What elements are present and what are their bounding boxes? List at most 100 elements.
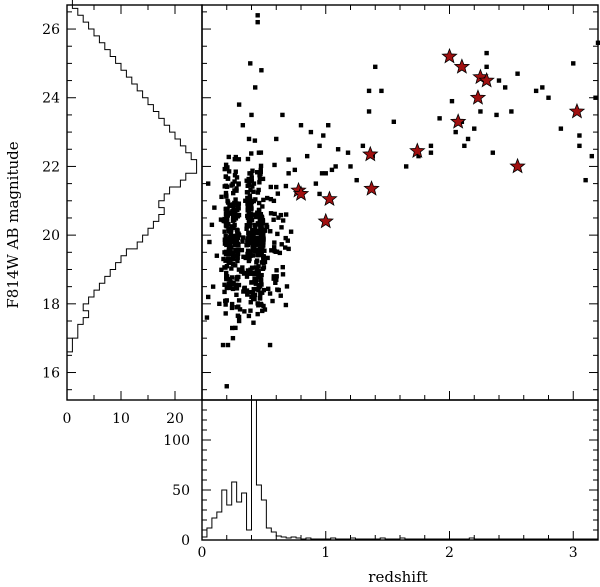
- galaxy-point: [271, 274, 276, 279]
- y-tick-label: 22: [42, 159, 60, 175]
- galaxy-point: [222, 229, 227, 234]
- galaxy-point: [229, 183, 234, 188]
- galaxy-point: [225, 217, 230, 222]
- galaxy-point: [223, 183, 229, 188]
- galaxy-point: [258, 277, 264, 283]
- galaxy-point: [231, 280, 236, 286]
- scatter-panel: [201, 4, 600, 401]
- galaxy-point: [246, 221, 252, 227]
- galaxy-point: [258, 301, 263, 307]
- highlighted-star-point: [292, 185, 310, 201]
- galaxy-point: [235, 235, 241, 241]
- galaxy-point: [267, 291, 273, 296]
- galaxy-point: [251, 286, 256, 292]
- galaxy-point: [323, 171, 328, 176]
- galaxy-point: [335, 147, 341, 152]
- galaxy-point: [226, 210, 232, 215]
- galaxy-point: [236, 274, 241, 280]
- x-axis-label: redshift: [368, 568, 427, 586]
- galaxy-point: [271, 217, 276, 222]
- galaxy-point: [226, 252, 231, 257]
- galaxy-point: [229, 280, 234, 285]
- galaxy-point: [366, 109, 372, 114]
- galaxy-point: [245, 178, 251, 184]
- galaxy-point: [253, 214, 258, 220]
- galaxy-point: [258, 237, 263, 243]
- galaxy-point: [253, 85, 258, 90]
- highlighted-star-point: [317, 212, 334, 229]
- redshift-histogram-panel: 0 1 2 3 0 50 100: [163, 399, 599, 561]
- count-tick-label: 10: [112, 411, 130, 427]
- galaxy-point: [249, 112, 254, 118]
- galaxy-point: [329, 167, 335, 173]
- galaxy-point: [244, 274, 250, 279]
- galaxy-point: [250, 244, 256, 249]
- galaxy-point: [245, 236, 251, 241]
- galaxy-point: [262, 248, 267, 253]
- galaxy-point: [252, 276, 257, 282]
- galaxy-point: [276, 215, 281, 220]
- galaxy-point: [472, 126, 477, 131]
- galaxy-point: [261, 197, 266, 203]
- galaxy-point: [255, 190, 261, 195]
- galaxy-point: [236, 231, 241, 236]
- galaxy-point: [236, 282, 242, 288]
- galaxy-point: [326, 123, 331, 128]
- galaxy-point: [232, 240, 238, 246]
- galaxy-point: [230, 335, 236, 341]
- galaxy-point: [244, 270, 249, 276]
- galaxy-point: [255, 13, 260, 18]
- galaxy-point: [229, 228, 234, 233]
- galaxy-point: [249, 265, 255, 270]
- galaxy-point: [247, 204, 252, 209]
- galaxy-point: [259, 214, 265, 219]
- galaxy-point: [254, 247, 259, 253]
- galaxy-point: [274, 277, 279, 282]
- galaxy-point: [261, 256, 266, 261]
- galaxy-point: [283, 183, 289, 189]
- galaxy-point: [229, 275, 235, 280]
- galaxy-point: [248, 308, 253, 313]
- galaxy-point: [235, 249, 240, 254]
- galaxy-point: [240, 235, 246, 240]
- galaxy-point: [223, 162, 229, 168]
- galaxy-point: [248, 188, 253, 193]
- galaxy-point: [260, 308, 265, 314]
- galaxy-point: [243, 255, 248, 261]
- galaxy-point: [243, 198, 248, 203]
- y-axis-label: F814W AB magnitude: [4, 141, 22, 308]
- galaxy-point: [258, 163, 264, 169]
- galaxy-point: [269, 248, 274, 253]
- galaxy-point: [462, 143, 467, 149]
- highlighted-star-point: [441, 47, 458, 64]
- highlighted-star-point: [321, 190, 338, 207]
- galaxy-point: [229, 301, 235, 307]
- y-tick-label: 24: [42, 91, 60, 107]
- galaxy-point: [271, 198, 277, 204]
- galaxy-point: [223, 233, 228, 239]
- galaxy-point: [515, 71, 520, 76]
- highlighted-star-point: [363, 180, 380, 196]
- galaxy-point: [261, 287, 267, 293]
- galaxy-point: [222, 216, 227, 222]
- galaxy-point: [232, 200, 237, 206]
- galaxy-point: [226, 226, 231, 231]
- galaxy-point: [275, 287, 280, 292]
- galaxy-point: [246, 136, 252, 142]
- galaxy-point: [205, 294, 211, 300]
- galaxy-point: [253, 197, 258, 202]
- galaxy-point: [223, 223, 229, 228]
- galaxy-point: [231, 224, 236, 230]
- galaxy-point: [226, 154, 231, 160]
- galaxy-point: [540, 85, 545, 90]
- galaxy-point: [317, 191, 322, 197]
- highlighted-star-point: [362, 145, 379, 162]
- galaxy-point: [494, 112, 499, 118]
- galaxy-point: [502, 85, 508, 90]
- galaxy-point: [257, 180, 262, 185]
- galaxy-point: [496, 78, 502, 83]
- galaxy-point: [354, 177, 359, 183]
- galaxy-point: [250, 296, 256, 302]
- galaxy-point: [280, 218, 286, 223]
